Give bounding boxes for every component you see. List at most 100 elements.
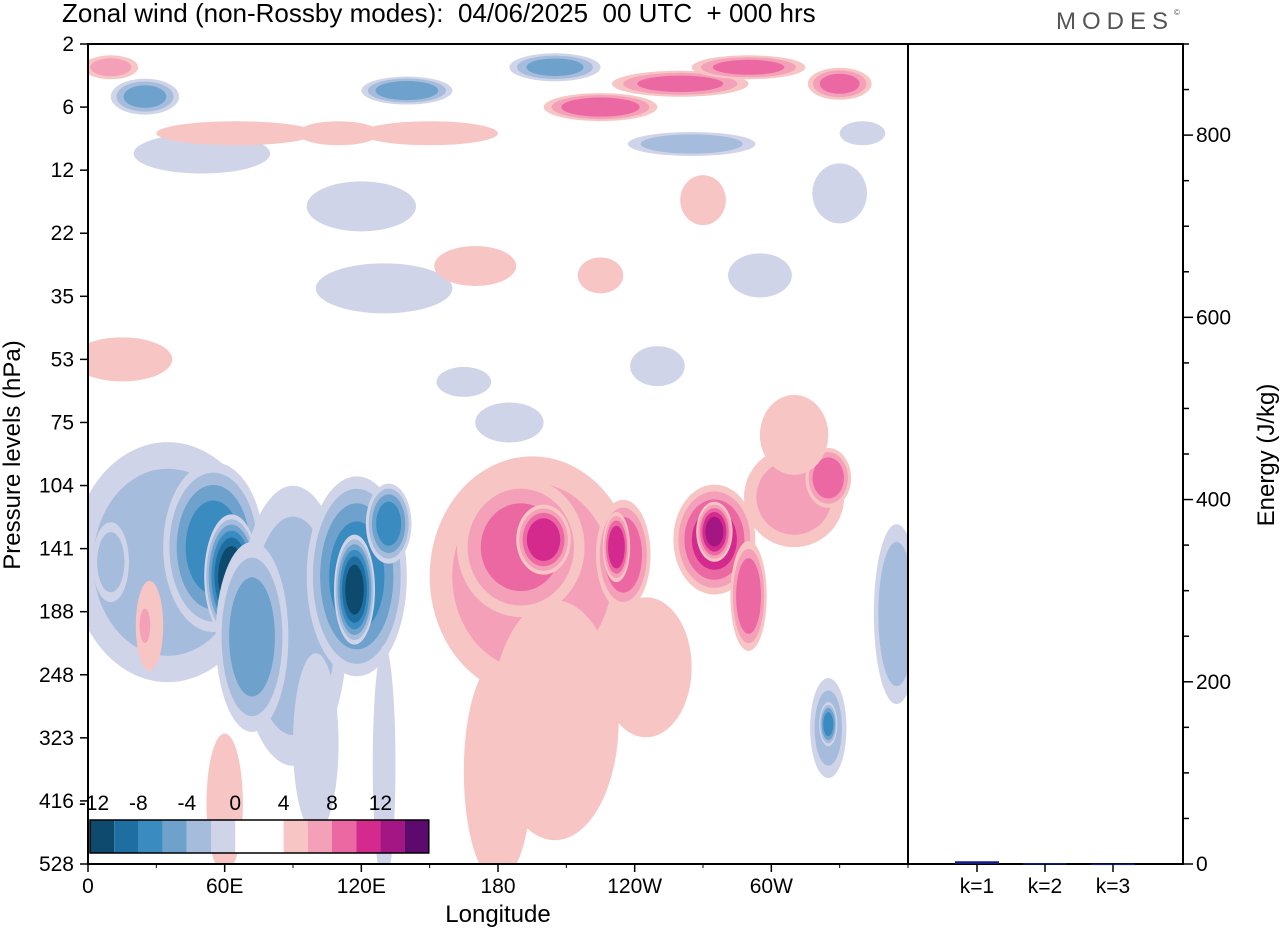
chart-title: Zonal wind (non-Rossby modes): 04/06/202… [62,0,816,28]
y-tick-label: 416 [39,790,74,813]
wind-contour [526,518,561,562]
colorbar-swatch [259,820,284,853]
x-tick-label: 180 [480,875,515,898]
wind-contour [640,134,743,154]
colorbar-swatch [356,820,381,853]
energy-bar [955,861,999,864]
wind-contour [229,577,275,697]
wind-contour [561,97,640,117]
energy-axis-title: Energy (J/kg) [1253,384,1280,527]
wind-contour [361,121,498,146]
x-tick-label: 60W [750,875,793,898]
y-tick-label: 2 [62,33,74,56]
wind-contour [315,263,453,314]
colorbar-label: 8 [326,792,338,815]
y-tick-label: 323 [39,727,74,750]
energy-tick-label: 200 [1196,671,1231,694]
y-tick-label: 248 [39,664,74,687]
y-tick-label: 22 [51,222,74,245]
x-tick-label: 120E [337,875,386,898]
y-tick-label: 528 [39,853,74,876]
wind-contour [297,121,380,146]
y-tick-label: 12 [51,159,74,182]
wind-contour [823,712,834,737]
wind-contour [434,245,517,286]
colorbar-legend: -12 -8 -4 0 4 8 12 [79,792,430,854]
wind-contour [736,558,762,634]
wind-contour [306,181,417,232]
energy-bars: k=1 k=2 k=3 [955,861,1135,898]
wind-contour [839,121,886,146]
modes-logo: MODES© [1056,8,1180,36]
y-tick-label: 53 [51,348,74,371]
y-tick-label: 188 [39,601,74,624]
wind-contour [139,608,151,643]
wind-contour [292,653,339,834]
energy-category-label: k=1 [960,875,994,898]
colorbar-label: 12 [369,792,392,815]
colorbar-swatch [162,820,187,853]
wind-contour [475,402,544,443]
x-axis-title: Longitude [445,901,550,928]
energy-category-label: k=3 [1096,875,1130,898]
wind-contour [712,59,785,75]
colorbar-label: -8 [129,792,148,815]
x-tick-label: 60E [206,875,243,898]
colorbar-frame [89,819,430,854]
wind-contour [759,394,829,475]
colorbar-label: -12 [79,792,109,815]
energy-tick-label: 400 [1196,489,1231,512]
wind-contour [577,257,624,294]
energy-frame [907,43,1184,865]
wind-contour [376,501,402,546]
wind-contour [97,532,125,593]
y-tick-label: 141 [39,538,74,561]
colorbar-swatch [235,820,260,853]
wind-contour [88,337,173,382]
x-tick-label: 0 [82,875,94,898]
heatmap-field [88,44,908,864]
colorbar-swatch [138,820,163,853]
wind-contour [436,366,492,397]
energy-axis: 0 200 400 600 800 [1183,43,1231,876]
energy-bar [1023,863,1067,865]
energy-tick-label: 800 [1196,124,1231,147]
y-tick-label: 6 [62,96,74,119]
wind-contour [878,541,908,687]
y-tick-label: 75 [51,411,74,434]
wind-contour [375,80,439,101]
wind-contour [608,525,625,569]
wind-contour [345,564,364,615]
wind-contour [156,121,316,146]
wind-contour [372,644,396,864]
logo-mark: © [1174,8,1180,17]
y-tick-label: 35 [51,285,74,308]
colorbar-label: -4 [177,792,196,815]
energy-category-label: k=2 [1028,875,1062,898]
colorbar-swatch [380,820,405,853]
x-tick-label: 120W [607,875,662,898]
y-axis-title: Pressure levels (hPa) [0,340,26,569]
wind-contour [123,85,167,108]
longitude-axis: 0 60E 120E 180 120W 60W [82,864,909,898]
colorbar-label: 0 [229,792,241,815]
colorbar-swatch [404,820,429,853]
colorbar-swatch [283,820,308,853]
colorbar-swatch [114,820,139,853]
wind-contour [728,253,792,298]
colorbar-swatch [90,820,115,853]
wind-contour [463,661,533,864]
colorbar-swatch [186,820,211,853]
wind-contour [812,163,867,224]
wind-contour [630,346,685,387]
colorbar-swatch [332,820,357,853]
wind-contour [600,597,692,738]
pressure-axis: 2 6 12 22 35 53 75 104 141 188 248 323 416 528 [39,33,88,876]
colorbar-swatch [307,820,332,853]
wind-contour [680,175,726,226]
wind-contour [819,73,860,94]
wind-contour [90,58,132,77]
wind-contour [526,58,584,77]
wind-contour [705,516,724,547]
